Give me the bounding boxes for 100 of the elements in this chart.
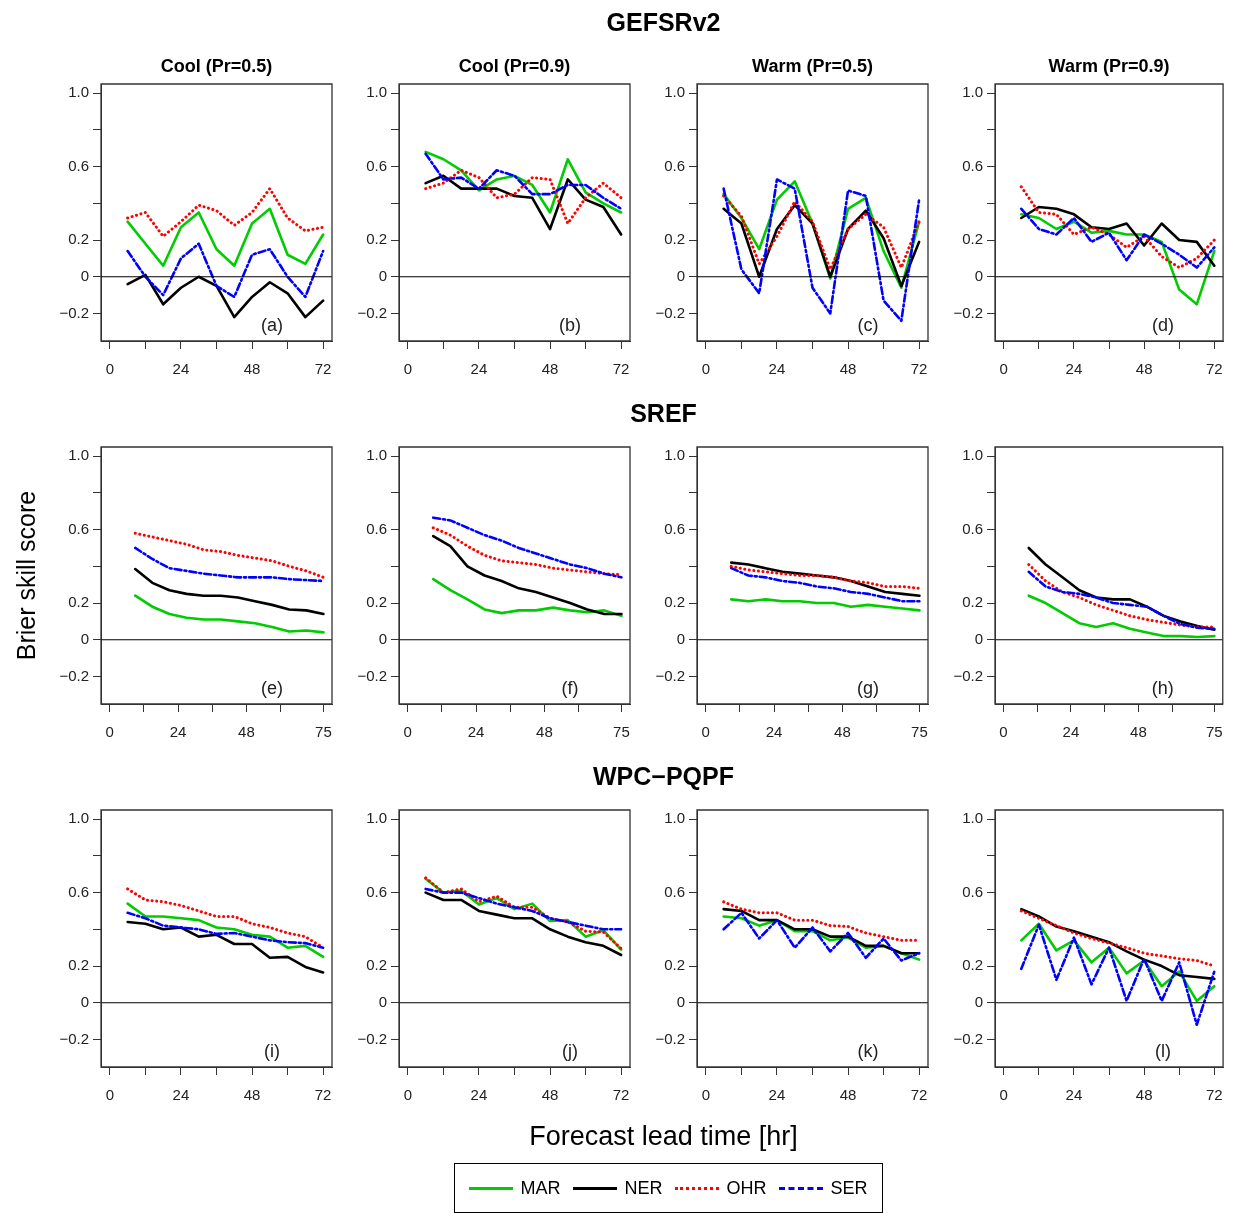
y-tick-label: −0.2 (59, 303, 89, 321)
y-tick-label: 0.6 (962, 882, 983, 900)
x-tick-label: 0 (999, 723, 1008, 741)
x-tick-label: 48 (243, 1086, 261, 1104)
text: GEFSRv2 (605, 8, 722, 37)
x-tick-label: 72 (1205, 1086, 1223, 1104)
y-tick-label: 1.0 (962, 809, 983, 827)
y-tick-label: −0.2 (655, 666, 685, 684)
x-tick-label: 0 (403, 1086, 413, 1104)
annotation: (a) (261, 314, 283, 335)
x-tick-label: 48 (541, 1086, 559, 1104)
x-tick-label: 24 (768, 360, 786, 378)
x-tick-label: 72 (612, 1086, 630, 1104)
x-tick-label: 75 (1205, 723, 1223, 741)
y-tick-label: 0 (676, 266, 685, 284)
x-tick-label: 24 (470, 1086, 488, 1104)
y-tick-label: 0.2 (962, 230, 983, 248)
y-tick-label: 1.0 (664, 446, 685, 464)
line-series (722, 194, 921, 271)
y-tick-label: 0.2 (664, 230, 685, 248)
line-series (1019, 185, 1216, 270)
y-tick-label: 0.2 (366, 956, 387, 974)
x-tick-label: 24 (1062, 723, 1080, 741)
x-tick-label: 48 (536, 723, 553, 741)
line-series (126, 242, 325, 299)
chart-title: Warm (Pr=0.5) (752, 55, 873, 76)
y-tick-label: 1.0 (962, 446, 983, 464)
y-tick-label: −0.2 (953, 303, 983, 321)
y-tick-label: 0.2 (366, 230, 387, 248)
x-tick-label: 48 (839, 1086, 857, 1104)
y-tick-label: 1.0 (68, 83, 89, 101)
line-series (729, 566, 921, 603)
y-tick-label: −0.2 (953, 1029, 983, 1047)
x-tick-label: 72 (612, 360, 630, 378)
y-tick-label: 1.0 (366, 809, 387, 827)
y-axis-title: Brier skill score (11, 490, 41, 661)
annotation: (f) (561, 677, 579, 698)
x-tick-label: 24 (467, 723, 485, 741)
y-tick-label: −0.2 (59, 1029, 89, 1047)
y-tick-label: 0.2 (664, 956, 685, 974)
text: WPC−PQPF (592, 762, 735, 791)
y-tick-label: −0.2 (953, 666, 983, 684)
x-tick-label: 72 (1205, 360, 1223, 378)
y-tick-label: 1.0 (664, 809, 685, 827)
y-tick-label: 1.0 (664, 83, 685, 101)
x-tick-label: 72 (314, 1086, 332, 1104)
chart-title: Cool (Pr=0.5) (160, 55, 273, 76)
x-tick-label: 72 (910, 1086, 928, 1104)
x-tick-label: 48 (541, 360, 559, 378)
x-tick-label: 0 (105, 360, 115, 378)
y-tick-label: −0.2 (357, 666, 387, 684)
annotation: (h) (1151, 677, 1174, 698)
chart-title: Cool (Pr=0.9) (458, 55, 571, 76)
y-tick-label: 1.0 (366, 446, 387, 464)
y-tick-label: 0.6 (68, 519, 89, 537)
y-tick-label: −0.2 (655, 303, 685, 321)
y-tick-label: 0.6 (664, 882, 685, 900)
x-tick-label: 48 (834, 723, 851, 741)
legend-label: SER (830, 1177, 868, 1199)
y-tick-label: 0.2 (68, 593, 89, 611)
x-tick-label: 48 (1130, 723, 1147, 741)
y-tick-label: −0.2 (357, 303, 387, 321)
y-tick-label: 0.2 (68, 956, 89, 974)
y-tick-label: 0.2 (664, 593, 685, 611)
y-tick-label: 0.6 (962, 156, 983, 174)
x-tick-label: 24 (768, 1086, 786, 1104)
x-tick-label: 24 (1065, 1086, 1083, 1104)
y-tick-label: 1.0 (68, 809, 89, 827)
y-tick-label: −0.2 (655, 1029, 685, 1047)
x-tick-label: 75 (911, 723, 928, 741)
x-tick-label: 48 (839, 360, 857, 378)
annotation: (d) (1152, 314, 1175, 335)
y-tick-label: 0.6 (366, 156, 387, 174)
x-tick-label: 0 (403, 723, 412, 741)
y-tick-label: −0.2 (59, 666, 89, 684)
x-tick-label: 24 (169, 723, 187, 741)
legend-label: OHR (726, 1177, 767, 1199)
line-series (126, 911, 325, 949)
y-tick-label: 0 (974, 266, 983, 284)
y-tick-label: 1.0 (366, 83, 387, 101)
y-tick-label: 0.6 (366, 882, 387, 900)
legend-label: NER (624, 1177, 663, 1199)
y-tick-label: 0 (974, 629, 983, 647)
y-tick-label: 0.6 (68, 882, 89, 900)
text: SREF (629, 399, 698, 428)
legend-label: MAR (520, 1177, 561, 1199)
line-series (729, 564, 921, 590)
y-tick-label: −0.2 (357, 1029, 387, 1047)
x-tick-label: 0 (999, 360, 1008, 378)
x-tick-label: 0 (701, 723, 710, 741)
x-tick-label: 48 (1135, 360, 1153, 378)
annotation: (i) (264, 1040, 280, 1061)
y-tick-label: 0 (80, 992, 89, 1010)
y-tick-label: 0 (378, 266, 387, 284)
line-series (424, 168, 623, 226)
x-tick-label: 75 (315, 723, 332, 741)
x-tick-label: 24 (765, 723, 783, 741)
y-tick-label: 0 (378, 629, 387, 647)
x-tick-label: 0 (701, 360, 711, 378)
x-tick-label: 48 (238, 723, 255, 741)
